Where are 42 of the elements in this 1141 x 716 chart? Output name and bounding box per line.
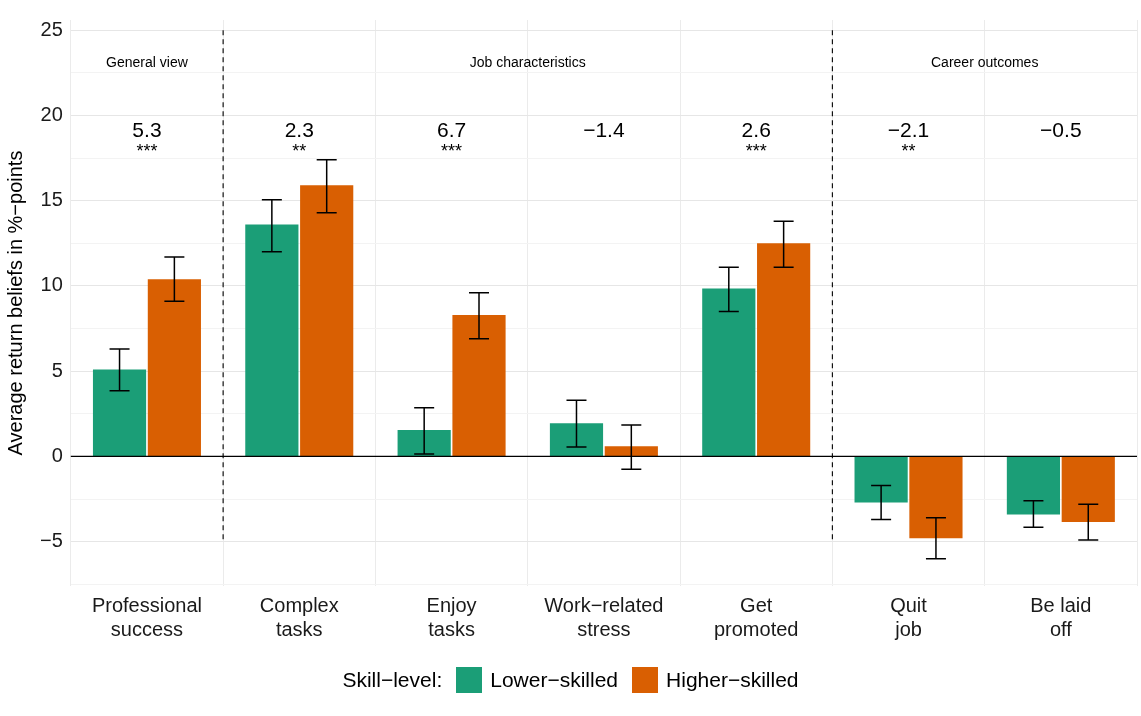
bar xyxy=(854,456,908,503)
annotation: 5.3 *** xyxy=(132,117,162,161)
y-tick-label: 15 xyxy=(40,188,63,211)
bar xyxy=(397,430,451,456)
bar xyxy=(452,314,506,456)
legend-title: Skill−level: xyxy=(342,668,443,692)
bar xyxy=(702,288,756,456)
legend-label: Lower−skilled xyxy=(490,668,619,692)
y-tick-label: 25 xyxy=(40,17,63,40)
bar xyxy=(1006,456,1061,515)
x-tick-label: Get promoted xyxy=(713,593,799,640)
annotation: −0.5 xyxy=(1040,117,1082,141)
bar xyxy=(757,243,811,456)
x-tick-label: Quit job xyxy=(890,593,928,640)
annotation: Job characteristics xyxy=(469,54,586,71)
annotation: −2.1 ** xyxy=(887,117,930,161)
annotation: −1.4 xyxy=(583,117,625,141)
annotation: Career outcomes xyxy=(930,54,1039,71)
bar xyxy=(549,423,604,456)
y-tick-label: 5 xyxy=(51,358,63,381)
x-tick-label: Professional success xyxy=(91,593,202,640)
y-tick-label: 0 xyxy=(51,443,63,466)
x-tick-label: Complex tasks xyxy=(259,593,339,640)
bar xyxy=(245,224,299,456)
y-tick-label: 20 xyxy=(40,102,63,125)
bar xyxy=(604,446,658,456)
y-tick-label: 10 xyxy=(40,273,63,296)
bar xyxy=(1061,456,1115,523)
annotation: General view xyxy=(106,54,189,71)
bar xyxy=(147,279,201,456)
annotation: 2.3 ** xyxy=(284,117,314,161)
x-tick-label: Enjoy tasks xyxy=(426,593,477,640)
y-axis-title: Average return beliefs in %−points xyxy=(3,150,26,456)
bar xyxy=(300,185,354,456)
y-tick-label: −5 xyxy=(39,529,63,552)
annotation: 6.7 *** xyxy=(436,117,467,161)
annotation: 2.6 *** xyxy=(741,117,771,161)
x-tick-label: Work−related stress xyxy=(544,593,664,640)
bar xyxy=(92,369,147,456)
legend-label: Higher−skilled xyxy=(666,668,799,692)
bar xyxy=(909,456,963,539)
x-tick-label: Be laid off xyxy=(1030,593,1092,640)
